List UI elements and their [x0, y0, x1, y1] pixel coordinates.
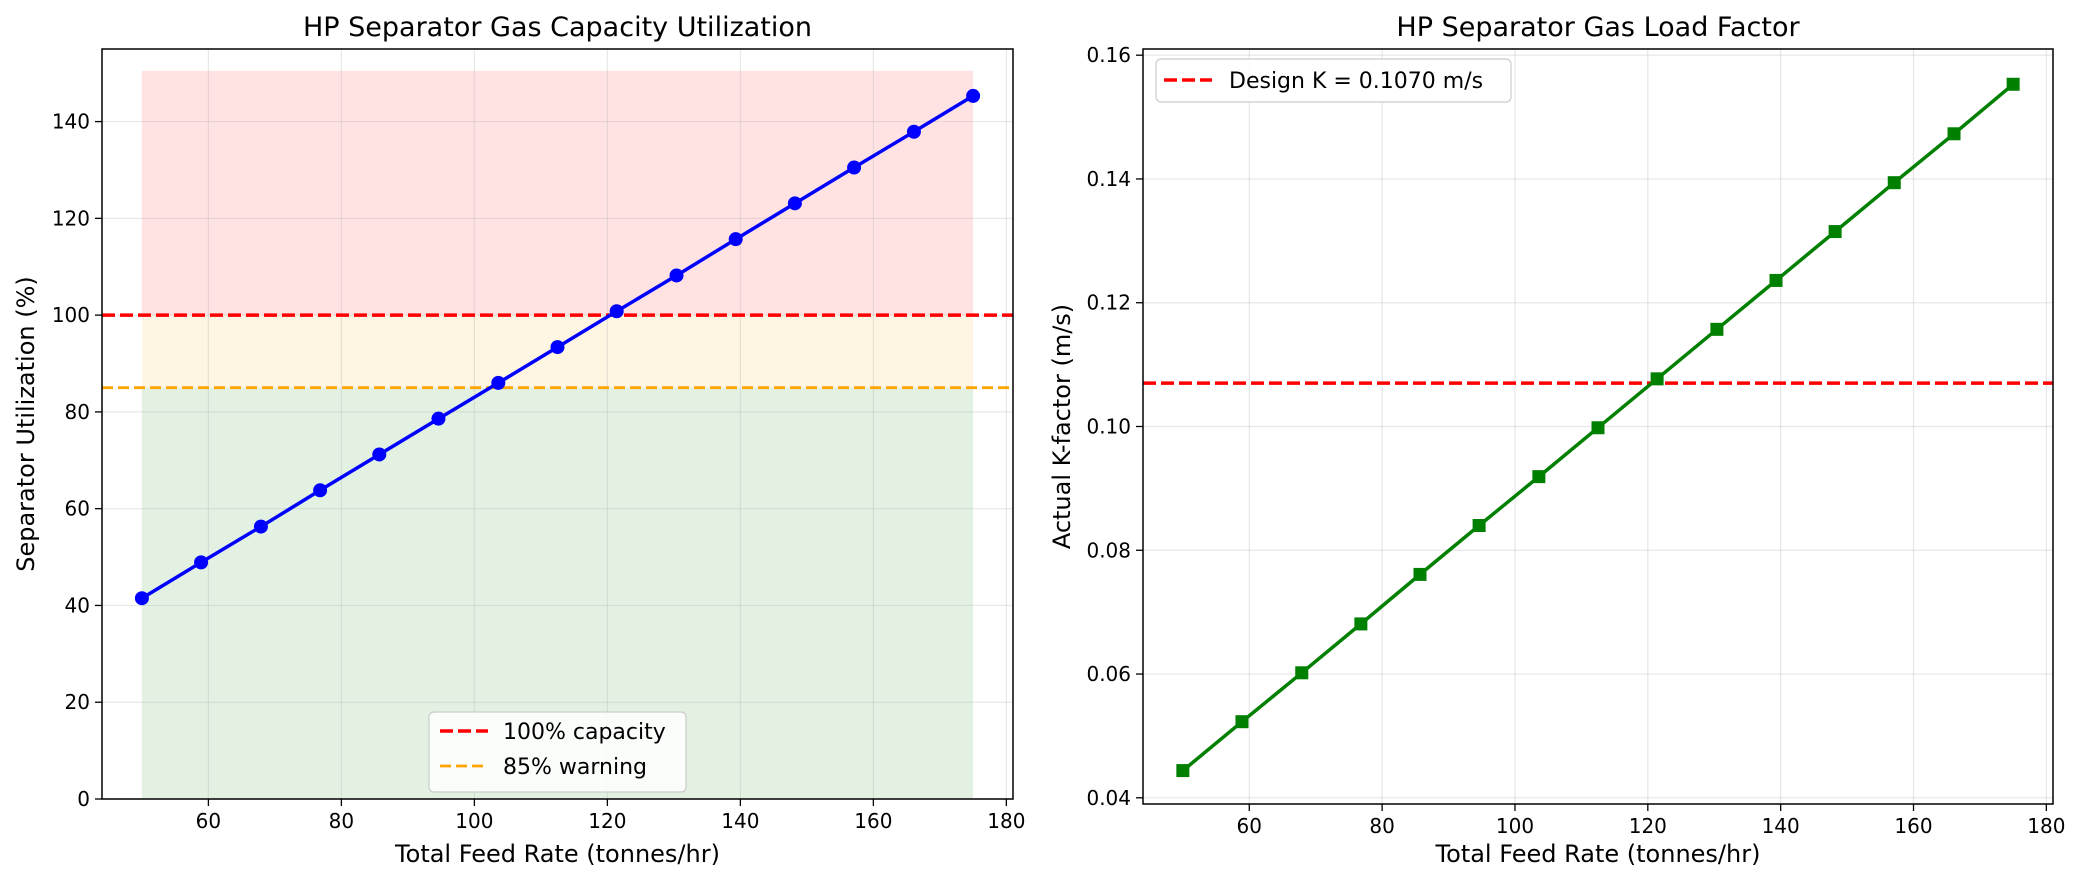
data-point — [1176, 764, 1190, 778]
data-point — [1887, 176, 1901, 190]
x-tick-label: 180 — [2027, 814, 2065, 838]
y-tick-label: 0.12 — [1086, 291, 1131, 315]
y-axis: 0.04 0.06 0.08 0.10 0.12 0.14 0.16 — [1086, 43, 1143, 810]
chart-title: HP Separator Gas Capacity Utilization — [303, 12, 812, 43]
data-series — [1176, 77, 2020, 778]
y-tick-label: 0.08 — [1086, 538, 1131, 562]
legend: 100% capacity 85% warning — [428, 711, 687, 793]
data-point — [2006, 77, 2020, 91]
x-tick-label: 80 — [329, 809, 354, 833]
data-point — [1413, 567, 1427, 581]
data-point — [1295, 666, 1309, 680]
y-tick-label: 0.10 — [1086, 415, 1131, 439]
plot-frame — [101, 48, 1014, 800]
data-series — [134, 88, 981, 606]
reference-lines — [102, 313, 1013, 390]
data-point — [491, 375, 506, 390]
y-tick-label: 80 — [65, 400, 90, 424]
y-tick-label: 0.16 — [1086, 43, 1131, 67]
data-point — [550, 340, 565, 355]
data-point — [1650, 372, 1664, 386]
x-axis: 60 80 100 120 140 160 180 — [1237, 804, 2065, 838]
y-tick-label: 0 — [77, 787, 90, 811]
x-tick-label: 140 — [721, 809, 759, 833]
data-point — [431, 411, 446, 426]
data-point — [1354, 617, 1368, 631]
x-axis-label: Total Feed Rate (tonnes/hr) — [394, 840, 720, 868]
y-tick-label: 0.14 — [1086, 167, 1131, 191]
data-point — [372, 447, 387, 462]
data-point — [1591, 421, 1605, 435]
x-tick-label: 60 — [196, 809, 221, 833]
data-point — [906, 124, 921, 139]
chart-k-factor: 60 80 100 120 140 160 180 0.04 0.06 0.08 0.10 0.12… — [1048, 12, 2065, 868]
chart-utilization: 60 80 100 120 140 160 180 0 20 40 60 80 100 120 140 H… — [12, 12, 1025, 868]
data-point — [966, 88, 981, 103]
y-tick-label: 120 — [52, 206, 90, 230]
legend-box — [1155, 58, 1512, 103]
x-axis: 60 80 100 120 140 160 180 — [196, 799, 1025, 833]
data-point — [313, 483, 328, 498]
data-point — [194, 555, 209, 570]
y-tick-label: 40 — [65, 593, 90, 617]
y-tick-label: 0.04 — [1086, 786, 1131, 810]
chart-title: HP Separator Gas Load Factor — [1396, 12, 1800, 43]
data-point — [728, 232, 743, 247]
x-axis-label: Total Feed Rate (tonnes/hr) — [1435, 840, 1761, 868]
data-point — [1235, 715, 1249, 729]
x-tick-label: 100 — [1496, 814, 1534, 838]
data-point — [1532, 470, 1546, 484]
x-tick-label: 80 — [1369, 814, 1394, 838]
x-tick-label: 60 — [1237, 814, 1262, 838]
x-tick-label: 140 — [1762, 814, 1800, 838]
data-point — [1947, 127, 1961, 141]
data-point — [1472, 519, 1486, 533]
y-tick-label: 0.06 — [1086, 662, 1131, 686]
y-axis-label: Separator Utilization (%) — [12, 276, 40, 572]
x-tick-label: 160 — [854, 809, 892, 833]
x-tick-label: 120 — [1629, 814, 1667, 838]
x-tick-label: 100 — [455, 809, 493, 833]
data-point — [1828, 225, 1842, 239]
legend-label-85-warning: 85% warning — [503, 755, 647, 780]
shaded-zones — [141, 70, 974, 799]
data-point — [847, 160, 862, 175]
data-point — [669, 268, 684, 283]
data-point — [1710, 322, 1724, 336]
legend-label-design-k: Design K = 0.1070 m/s — [1229, 69, 1483, 94]
data-point — [134, 591, 149, 606]
legend-label-100-capacity: 100% capacity — [503, 720, 666, 745]
y-tick-label: 20 — [65, 690, 90, 714]
y-tick-label: 100 — [52, 303, 90, 327]
y-tick-label: 140 — [52, 110, 90, 134]
shaded-zone-2 — [141, 70, 974, 316]
legend-box — [428, 711, 687, 793]
data-point — [609, 304, 624, 319]
x-tick-label: 120 — [588, 809, 626, 833]
y-axis-label: Actual K-factor (m/s) — [1048, 304, 1076, 549]
data-point — [1769, 273, 1783, 287]
x-tick-label: 160 — [1894, 814, 1932, 838]
y-tick-label: 60 — [65, 497, 90, 521]
data-point — [787, 196, 802, 211]
y-axis: 0 20 40 60 80 100 120 140 — [52, 110, 102, 811]
x-tick-label: 180 — [987, 809, 1025, 833]
legend: Design K = 0.1070 m/s — [1155, 58, 1512, 103]
data-point — [253, 519, 268, 534]
